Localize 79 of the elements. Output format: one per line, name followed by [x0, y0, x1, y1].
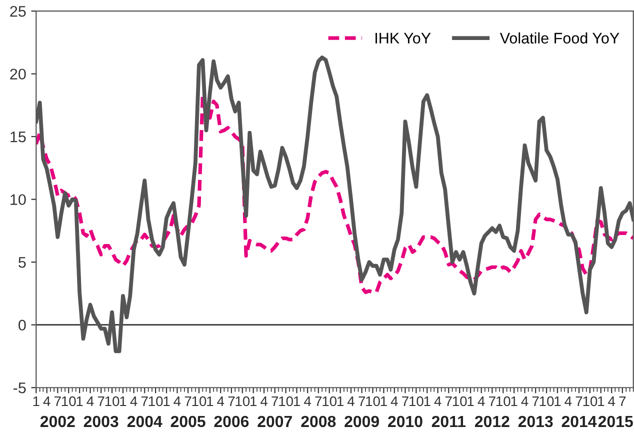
- x-tick-label: 4: [478, 396, 485, 406]
- x-tick-label: 10: [62, 396, 76, 406]
- x-tick-label: 4: [43, 396, 50, 406]
- x-tick-label: 7: [402, 396, 408, 406]
- x-tick-label: 1: [598, 396, 604, 406]
- x-tick-label: 1: [337, 396, 344, 406]
- x-tick-label: 7: [228, 396, 235, 406]
- x-tick-label: 1: [380, 396, 387, 406]
- x-tick-label: 1: [120, 396, 126, 406]
- x-tick-label: 7: [358, 396, 365, 406]
- text: 2006: [214, 416, 249, 428]
- x-tick-label: 7: [184, 396, 192, 406]
- text: 2007: [258, 416, 292, 428]
- x-tick-label: 1: [294, 396, 300, 406]
- x-tick-label: 10: [366, 396, 380, 406]
- x-tick-label: 10: [322, 396, 337, 406]
- text: 2013: [518, 416, 553, 428]
- y-tick-label: 5: [18, 257, 26, 268]
- text: 2012: [474, 416, 510, 428]
- text: 2008: [301, 416, 336, 428]
- x-tick-label: 1: [554, 396, 561, 406]
- x-tick-label: 10: [496, 396, 510, 406]
- y-tick-label: 20: [10, 68, 26, 80]
- x-tick-label: 4: [608, 396, 616, 406]
- text: 2003: [84, 416, 118, 428]
- x-tick-label: 7: [489, 396, 496, 406]
- y-tick-label: 15: [10, 132, 26, 142]
- x-tick-label: 4: [390, 396, 398, 406]
- text: 2002: [40, 416, 75, 428]
- legend-label: IHK YoY: [376, 32, 431, 44]
- x-tick-label: 4: [86, 396, 94, 406]
- x-tick-label: 4: [217, 396, 224, 406]
- x-tick-label: 4: [304, 396, 312, 406]
- x-tick-label: 7: [98, 396, 104, 406]
- x-tick-label: 1: [164, 396, 170, 406]
- text: 2011: [432, 416, 466, 428]
- text: 2010: [388, 416, 422, 428]
- x-tick-label: 1: [424, 396, 430, 406]
- y-tick-label: -5: [14, 382, 26, 394]
- x-tick-label: 1: [511, 396, 518, 406]
- x-tick-label: 7: [54, 396, 61, 406]
- x-tick-label: 7: [445, 396, 452, 406]
- y-tick-label: 0: [18, 320, 26, 331]
- x-tick-label: 4: [434, 396, 442, 406]
- x-tick-label: 10: [279, 396, 293, 406]
- x-tick-label: 4: [260, 396, 268, 406]
- text: 2015: [598, 416, 633, 428]
- x-tick-label: 4: [130, 396, 138, 406]
- x-tick-label: 7: [619, 396, 626, 406]
- x-tick-label: 7: [141, 396, 148, 406]
- line-series: [36, 94, 634, 294]
- x-tick-label: 10: [148, 396, 163, 406]
- text: 2004: [127, 416, 162, 428]
- x-tick-label: 4: [174, 396, 181, 406]
- text: 2014: [562, 416, 597, 428]
- x-tick-label: 1: [468, 396, 474, 406]
- x-tick-label: 10: [452, 396, 467, 406]
- x-tick-label: 10: [410, 396, 424, 406]
- legend-label: Volatile Food YoY: [500, 32, 620, 44]
- y-tick-label: 25: [10, 6, 26, 17]
- x-tick-label: 1: [76, 396, 83, 406]
- x-tick-label: 1: [250, 396, 257, 406]
- x-tick-label: 10: [540, 396, 554, 406]
- x-tick-label: 10: [105, 396, 120, 406]
- text: 2005: [170, 416, 206, 428]
- y-tick-label: 10: [10, 194, 26, 206]
- x-tick-label: 4: [521, 396, 528, 406]
- x-tick-label: 7: [532, 396, 539, 406]
- x-tick-label: 4: [564, 396, 572, 406]
- x-tick-label: 1: [33, 396, 40, 406]
- x-tick-label: 10: [192, 396, 206, 406]
- x-tick-label: 7: [315, 396, 322, 406]
- x-tick-label: 7: [576, 396, 582, 406]
- x-tick-label: 10: [583, 396, 598, 406]
- x-tick-label: 7: [272, 396, 278, 406]
- x-tick-label: 1: [207, 396, 214, 406]
- x-tick-label: 4: [347, 396, 354, 406]
- text: 2009: [344, 416, 379, 428]
- x-tick-label: 10: [236, 396, 250, 406]
